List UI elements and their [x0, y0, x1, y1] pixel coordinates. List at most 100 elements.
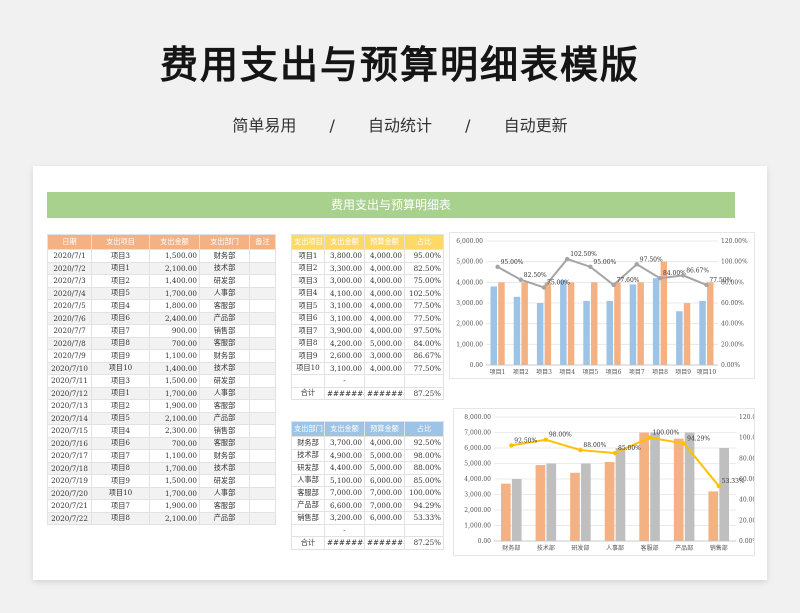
y2-tick-label: 40.00% — [739, 497, 754, 504]
table-cell: 销售部 — [199, 424, 250, 438]
table-cell — [249, 461, 276, 475]
y2-tick-label: 0.00% — [739, 538, 754, 545]
total-cell: 合计 — [291, 386, 325, 400]
table-cell: 项目7 — [91, 324, 150, 338]
ratio-point — [578, 447, 583, 453]
project-table-body: 项目1 3,800.00 4,000.00 95.00% 项目2 3,300.00 4,00… — [291, 249, 444, 400]
table-cell: 4,000.00 — [364, 311, 405, 325]
table-cell: 4,000.00 — [364, 249, 405, 263]
x-tick-label: 产品部 — [675, 544, 693, 552]
y-tick-label: 4,000.00 — [456, 279, 483, 286]
table-cell: 产品部 — [291, 498, 325, 512]
column-header: 占比 — [404, 421, 444, 437]
table-cell: 项目6 — [291, 311, 325, 325]
y-tick-label: 6,000.00 — [464, 445, 491, 452]
table-cell: 项目1 — [91, 386, 150, 400]
table-cell: 95.00% — [404, 249, 444, 263]
table-cell: 客服部 — [199, 299, 250, 313]
table-cell: 2020/7/14 — [47, 411, 92, 425]
bar — [536, 303, 544, 365]
table-cell: 产品部 — [199, 311, 250, 325]
ratio-point — [565, 256, 570, 262]
table-cell: 2,100.00 — [149, 511, 200, 525]
table-row: 2020/7/18 项目8 1,700.00 技术部 — [47, 461, 276, 475]
table-cell — [249, 449, 276, 463]
table-row: 2020/7/1 项目3 1,500.00 财务部 — [47, 249, 276, 263]
data-label: 95.00% — [593, 259, 616, 266]
table-cell: 1,700.00 — [149, 486, 200, 500]
total-row: 合计####################87.25% — [291, 386, 444, 400]
table-cell: 项目4 — [91, 299, 150, 313]
data-label: 86.67% — [686, 267, 709, 274]
table-cell: 7,000.00 — [364, 486, 405, 500]
table-row: 2020/7/12 项目1 1,700.00 人事部 — [47, 386, 276, 400]
table-cell: 2020/7/3 — [47, 274, 92, 288]
table-cell — [249, 324, 276, 338]
table-row: 项目7 3,900.00 4,000.00 97.50% — [291, 324, 444, 338]
table-cell: 94.29% — [404, 498, 444, 512]
table-cell: 3,000.00 — [364, 349, 405, 363]
x-tick-label: 销售部 — [710, 544, 728, 552]
bar — [650, 432, 660, 541]
bar — [511, 479, 522, 541]
y-tick-label: 5,000.00 — [456, 259, 483, 266]
table-cell: 项目3 — [91, 249, 150, 263]
table-cell: 4,000.00 — [364, 274, 405, 288]
tag-separator: / — [465, 116, 471, 135]
table-cell: 财务部 — [199, 449, 250, 463]
table-cell: - — [324, 374, 365, 388]
bar — [546, 463, 557, 541]
x-tick-label: 项目1 — [490, 369, 506, 376]
table-cell — [249, 261, 276, 275]
table-cell: 项目8 — [91, 336, 150, 350]
x-tick-label: 人事部 — [606, 544, 624, 552]
table-row: 2020/7/19 项目9 1,500.00 研发部 — [47, 474, 276, 488]
table-cell: 1,100.00 — [149, 349, 200, 363]
bar — [684, 432, 695, 541]
ratio-point — [681, 273, 686, 278]
data-label: 77.60% — [617, 277, 640, 284]
table-cell: 4,000.00 — [364, 324, 405, 338]
y2-tick-label: 120.00% — [721, 238, 748, 245]
table-cell: 客服部 — [199, 336, 250, 350]
table-row: 2020/7/21 项目7 1,900.00 客服部 — [47, 499, 276, 513]
table-cell — [249, 424, 276, 438]
table-cell: 项目2 — [91, 274, 150, 288]
column-header: 预算金额 — [364, 234, 405, 250]
total-cell: ########## — [324, 536, 365, 550]
table-cell: 项目6 — [91, 311, 150, 325]
x-tick-label: 项目2 — [513, 369, 529, 376]
project-chart: 0.00 1,000.00 2,000.00 3,000.00 4,000.00 5,00… — [449, 232, 755, 379]
table-cell: 研发部 — [199, 374, 250, 388]
y-tick-label: 0.00 — [470, 362, 484, 369]
table-cell: 2020/7/8 — [47, 336, 92, 350]
table-cell: 3,900.00 — [324, 324, 365, 338]
table-cell: 财务部 — [199, 249, 250, 263]
project-summary-table: 支出项目 支出金额 预算金额 占比 项目1 3,800.00 4,000.00 95.00%… — [291, 234, 444, 400]
table-row: 2020/7/20 项目10 1,700.00 人事部 — [47, 486, 276, 500]
table-cell — [249, 361, 276, 375]
ratio-point — [716, 483, 721, 489]
bar — [673, 438, 684, 541]
table-row: 项目5 3,100.00 4,000.00 77.50% — [291, 299, 444, 313]
table-cell: 2020/7/6 — [47, 311, 92, 325]
table-cell: 2020/7/4 — [47, 286, 92, 300]
table-cell: 2020/7/9 — [47, 349, 92, 363]
total-cell: ########## — [364, 386, 405, 400]
data-label: 95.00% — [501, 259, 524, 266]
bar — [629, 284, 637, 365]
ratio-line — [497, 257, 707, 289]
data-label: 97.50% — [640, 256, 663, 263]
table-cell: 3,100.00 — [324, 361, 365, 375]
table-cell: 4,000.00 — [364, 286, 405, 300]
data-label: 75.00% — [547, 280, 570, 287]
detail-table-header: 日期 支出项目 支出金额 支出部门 备注 — [47, 234, 276, 250]
table-cell: 2020/7/13 — [47, 399, 92, 413]
data-label: 53.33% — [722, 478, 745, 485]
tag-auto-update: 自动更新 — [503, 116, 568, 135]
department-chart-svg: 0.00 1,000.00 2,000.00 3,000.00 4,000.00 5,00… — [464, 414, 754, 552]
total-cell: 87.25% — [404, 536, 444, 550]
table-row: 2020/7/8 项目8 700.00 客服部 — [47, 336, 276, 350]
table-cell: 人事部 — [199, 386, 250, 400]
table-cell — [249, 511, 276, 525]
